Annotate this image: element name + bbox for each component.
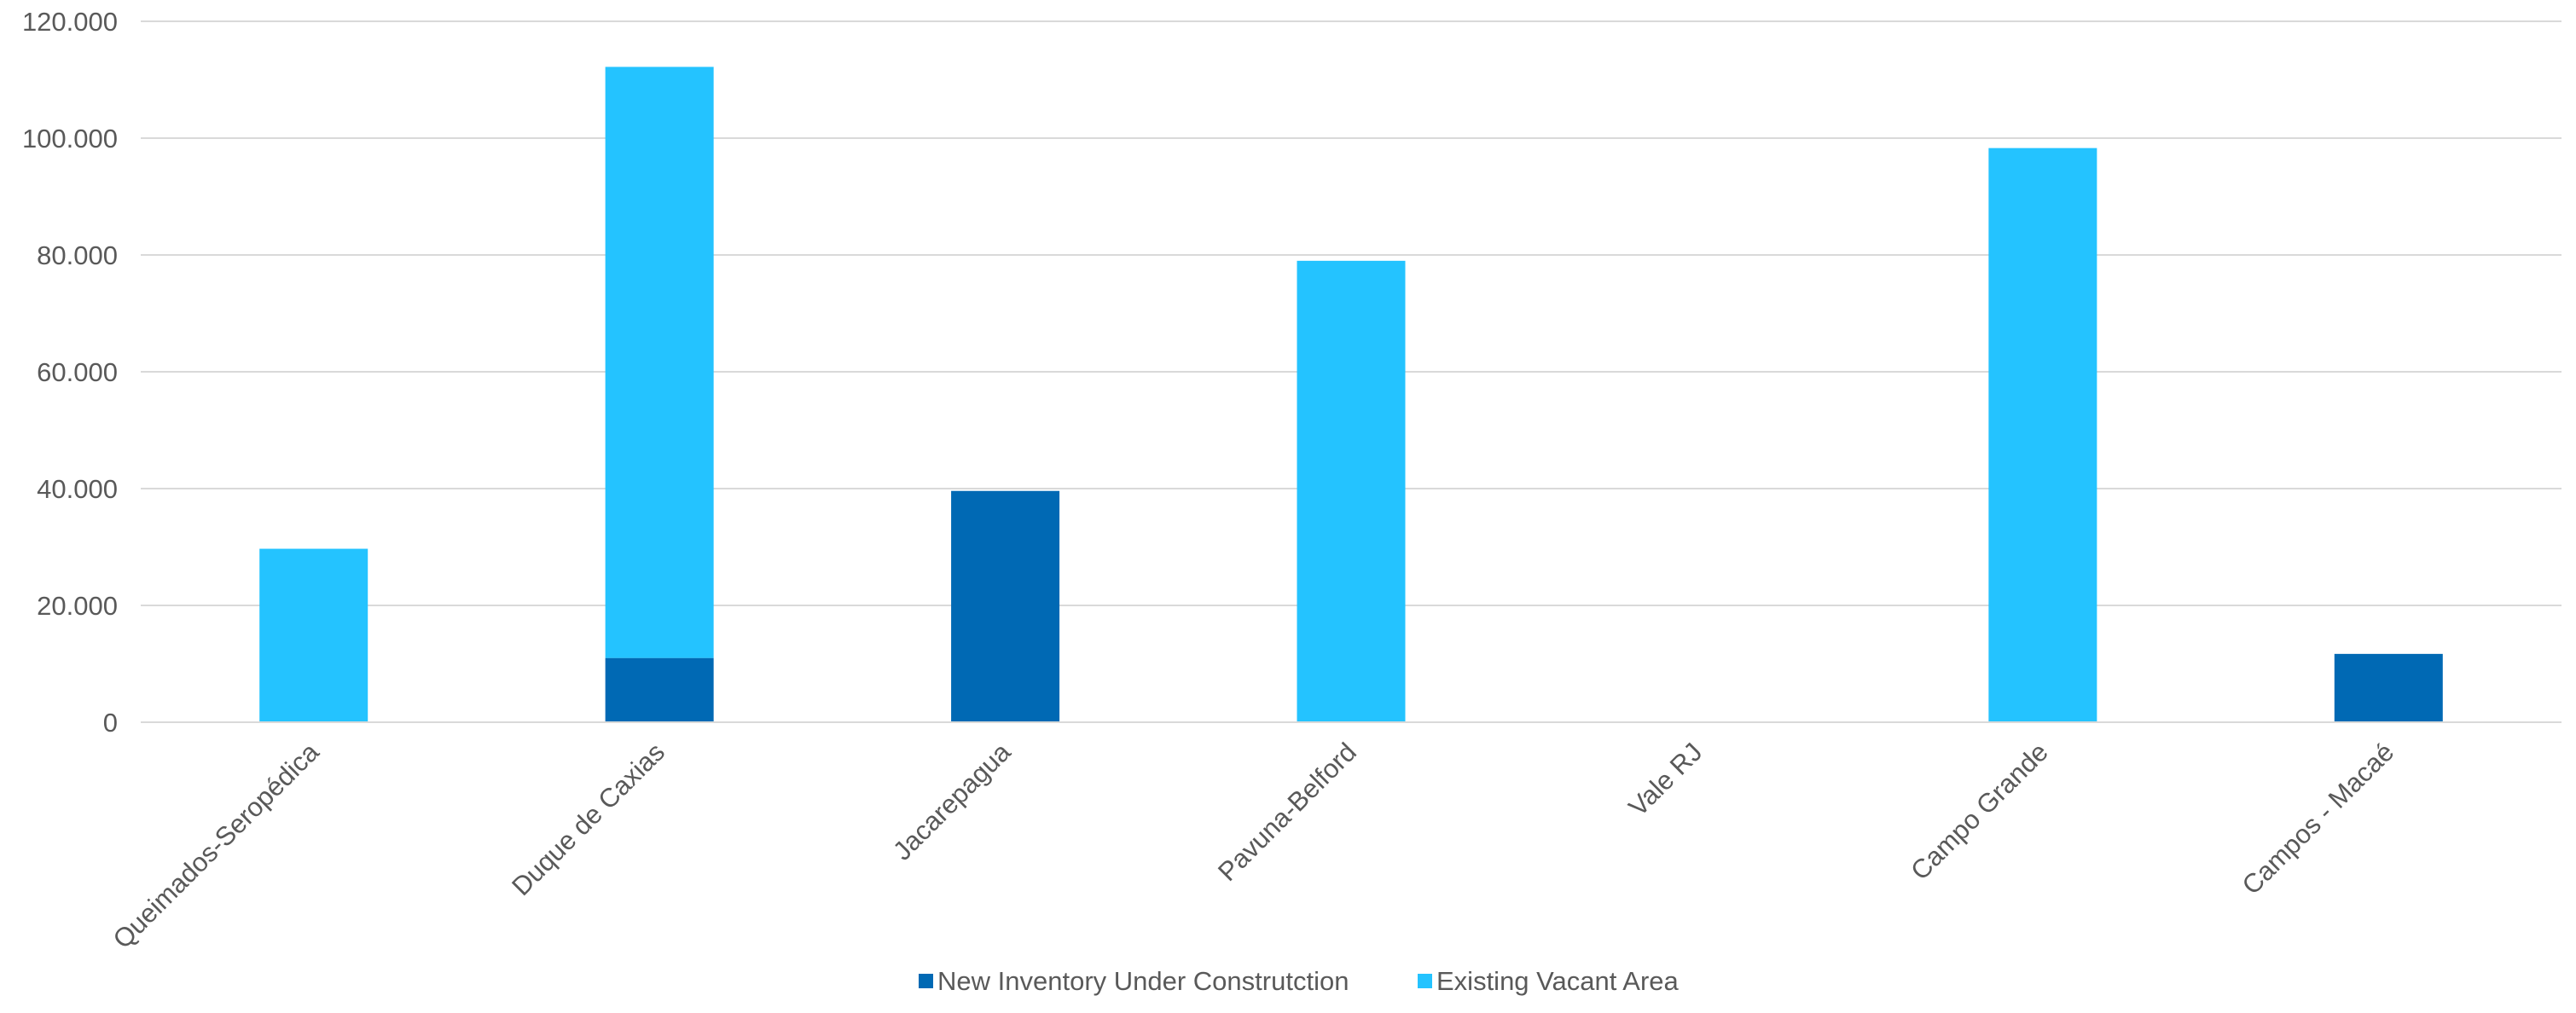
bar-existing-vacant-0 xyxy=(259,548,368,722)
bar-new-inventory-1 xyxy=(605,657,714,722)
legend-item-existing-vacant: Existing Vacant Area xyxy=(1418,966,1680,996)
x-axis-category-labels: Queimados-Seropédica Duque de Caxias Jacar… xyxy=(107,737,2400,955)
y-tick-label: 20.000 xyxy=(37,591,118,621)
x-category-label: Pavuna-Belford xyxy=(1212,737,1362,887)
x-category-label: Queimados-Seropédica xyxy=(107,737,326,955)
y-tick-label: 120.000 xyxy=(22,7,118,37)
bar-existing-vacant-5 xyxy=(1988,148,2097,722)
legend-swatch xyxy=(1418,974,1432,988)
legend-swatch xyxy=(919,974,933,988)
y-tick-label: 60.000 xyxy=(37,357,118,387)
legend-item-new-inventory: New Inventory Under Construtction xyxy=(919,966,1349,996)
x-category-label: Campos - Macaé xyxy=(2237,737,2400,900)
x-category-label: Vale RJ xyxy=(1622,737,1708,822)
x-category-label: Jacarepagua xyxy=(887,737,1017,866)
y-tick-label: 40.000 xyxy=(37,474,118,504)
bar-new-inventory-6 xyxy=(2334,653,2443,722)
bar-existing-vacant-3 xyxy=(1297,260,1406,723)
legend: New Inventory Under Construtction Existin… xyxy=(919,966,1680,996)
y-tick-label: 100.000 xyxy=(22,124,118,153)
legend-label: Existing Vacant Area xyxy=(1436,966,1680,996)
y-axis-tick-labels: 0 20.000 40.000 60.000 80.000 100.000 120.000 xyxy=(22,7,118,738)
y-tick-label: 0 xyxy=(103,708,118,738)
bar-existing-vacant-1 xyxy=(605,67,714,658)
y-tick-label: 80.000 xyxy=(37,240,118,270)
bar-new-inventory-2 xyxy=(951,490,1060,722)
legend-label: New Inventory Under Construtction xyxy=(937,966,1349,996)
bars xyxy=(259,67,2443,723)
x-category-label: Campo Grande xyxy=(1905,737,2054,886)
x-category-label: Duque de Caxias xyxy=(506,737,670,901)
